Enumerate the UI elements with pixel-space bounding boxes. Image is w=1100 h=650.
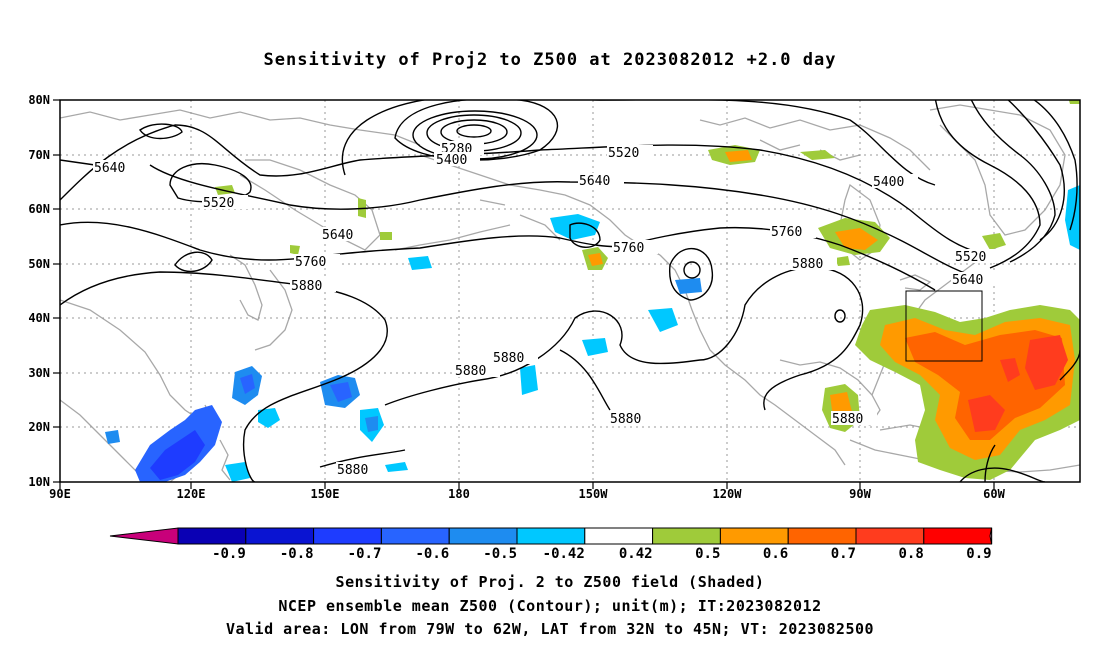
contour-labels: 5280 5400 5520 5640 5520 5640 5640 5760 …	[93, 141, 1000, 478]
colorbar-left-arrow	[109, 527, 179, 545]
colorbar-tick-label: -0.5	[483, 546, 517, 562]
colorbar-tick-label: 0.7	[831, 546, 856, 562]
lat-label: 50N	[28, 257, 50, 271]
colorbar-tick-label: -0.42	[543, 546, 585, 562]
lat-label: 10N	[28, 475, 50, 489]
lon-label: 60W	[983, 487, 1005, 501]
lon-label: 120E	[177, 487, 206, 501]
lat-label: 60N	[28, 202, 50, 216]
caption-line-3: Valid area: LON from 79W to 62W, LAT fro…	[225, 620, 875, 638]
lon-label: 180	[448, 487, 470, 501]
map-title: Sensitivity of Proj2 to Z500 at 20230820…	[263, 50, 837, 70]
colorbar: -0.9 -0.8 -0.7 -0.6 -0.5 -0.42 0.42 0.5 0.6 0.7 0.…	[109, 527, 993, 562]
longitude-labels: 90E 120E 150E 180 150W 120W 90W 60W	[49, 487, 1005, 501]
colorbar-tick-label: 0.42	[619, 546, 653, 562]
contour-label: 5880	[610, 412, 641, 427]
contour-label: 5880	[337, 463, 368, 478]
contour-label: 5880	[493, 351, 524, 366]
contour-label: 5520	[203, 196, 234, 211]
colorbar-tick-label: 0.9	[966, 546, 991, 562]
lon-label: 150W	[579, 487, 609, 501]
contour-label: 5400	[436, 153, 467, 168]
colorbar-segment	[177, 527, 247, 545]
lat-label: 30N	[28, 366, 50, 380]
contour-label: 5880	[291, 279, 322, 294]
contour-label: 5760	[771, 225, 802, 240]
lon-label: 120W	[713, 487, 743, 501]
colorbar-tick-label: -0.9	[212, 546, 246, 562]
colorbar-tick-label: 0.5	[695, 546, 720, 562]
caption-line-2: NCEP ensemble mean Z500 (Contour); unit(…	[278, 597, 822, 615]
contour-label: 5520	[955, 250, 986, 265]
lat-label: 80N	[28, 93, 50, 107]
coastlines	[60, 104, 1080, 482]
colorbar-segment	[245, 527, 315, 545]
contour-label: 5640	[579, 174, 610, 189]
valid-area-box	[905, 290, 983, 362]
plot-frame	[59, 99, 1081, 483]
colorbar-tick-label: 0.6	[763, 546, 788, 562]
colorbar-tick-label: -0.7	[348, 546, 382, 562]
lat-label: 40N	[28, 311, 50, 325]
contour-label: 5760	[295, 255, 326, 270]
caption-line-1: Sensitivity of Proj. 2 to Z500 field (Sh…	[335, 573, 765, 591]
colorbar-segment	[380, 527, 450, 545]
colorbar-tick-label: 0.8	[899, 546, 924, 562]
colorbar-segment	[787, 527, 857, 545]
lon-label: 90E	[49, 487, 71, 501]
colorbar-segment	[313, 527, 382, 545]
lon-label: 90W	[849, 487, 871, 501]
colorbar-segment	[516, 527, 586, 545]
colorbar-segment	[719, 527, 789, 545]
colorbar-right-arrow	[989, 527, 993, 545]
contour-label: 5520	[608, 146, 639, 161]
contour-label: 5640	[952, 273, 983, 288]
contour-label: 5640	[322, 228, 353, 243]
colorbar-tick-label: -0.6	[415, 546, 449, 562]
lat-label: 20N	[28, 420, 50, 434]
colorbar-segment	[448, 527, 518, 545]
lat-label: 70N	[28, 148, 50, 162]
contour-label: 5880	[832, 412, 863, 427]
colorbar-segment	[923, 527, 993, 545]
colorbar-segment	[584, 527, 654, 545]
axis-ticks	[53, 99, 995, 489]
contour-label: 5880	[455, 364, 486, 379]
lon-label: 150E	[311, 487, 340, 501]
colorbar-tick-label: -0.8	[280, 546, 314, 562]
colorbar-segment	[855, 527, 925, 545]
contour-label: 5640	[94, 161, 125, 176]
contour-label: 5400	[873, 175, 904, 190]
latitude-labels: 80N 70N 60N 50N 40N 30N 20N 10N	[28, 93, 50, 489]
colorbar-segment	[652, 527, 721, 545]
contour-label: 5760	[613, 241, 644, 256]
contour-label: 5880	[792, 257, 823, 272]
